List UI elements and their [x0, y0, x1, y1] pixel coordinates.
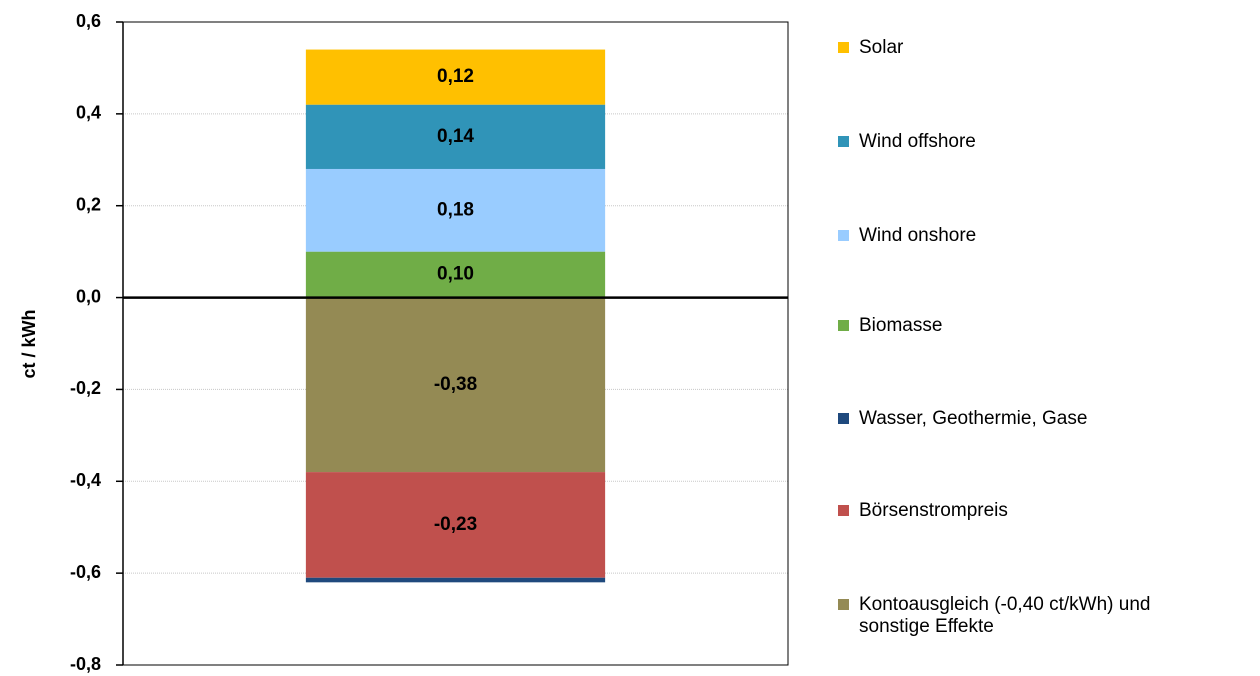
- legend-item: Kontoausgleich (-0,40 ct/kWh) und sonsti…: [838, 594, 1238, 638]
- legend-swatch: [838, 320, 849, 331]
- legend-swatch: [838, 230, 849, 241]
- legend-swatch: [838, 136, 849, 147]
- y-tick-label: 0,4: [76, 103, 101, 123]
- y-tick-label: -0,8: [70, 654, 101, 674]
- y-tick-label: 0,2: [76, 194, 101, 214]
- y-axis-title: ct / kWh: [19, 309, 39, 378]
- bar-segment: [305, 104, 606, 169]
- legend-label: Börsenstrompreis: [859, 500, 1008, 521]
- legend-item: Solar: [838, 37, 1238, 59]
- legend-label: Wind offshore: [859, 131, 976, 152]
- bar-segment: [305, 297, 606, 473]
- legend-item: Börsenstrompreis: [838, 500, 1238, 522]
- legend-swatch: [838, 413, 849, 424]
- bar-segment: [305, 49, 606, 105]
- y-tick-label: 0,0: [76, 286, 101, 306]
- legend-label: Solar: [859, 37, 904, 58]
- y-tick-label: -0,2: [70, 378, 101, 398]
- y-tick-label: -0,6: [70, 562, 101, 582]
- legend-label: Wind onshore: [859, 225, 977, 246]
- value-label: -0,38: [434, 374, 477, 395]
- bar-segment: [305, 472, 606, 578]
- legend-swatch: [838, 599, 849, 610]
- value-label: 0,12: [437, 66, 474, 87]
- y-tick-label: -0,4: [70, 470, 101, 490]
- legend-item: Wind offshore: [838, 131, 1238, 153]
- legend-swatch: [838, 42, 849, 53]
- legend-swatch: [838, 505, 849, 516]
- value-label: 0,18: [437, 199, 474, 220]
- legend-label: Kontoausgleich (-0,40 ct/kWh) und sonsti…: [859, 594, 1151, 637]
- y-tick-label: 0,6: [76, 11, 101, 31]
- value-label: -0,23: [434, 514, 477, 535]
- value-label: 0,10: [437, 264, 474, 285]
- legend-label: Biomasse: [859, 315, 943, 336]
- bar-segment: [305, 577, 606, 583]
- value-label: 0,14: [437, 126, 474, 147]
- legend-item: Wasser, Geothermie, Gase: [838, 408, 1238, 430]
- legend-item: Biomasse: [838, 315, 1238, 337]
- legend-label: Wasser, Geothermie, Gase: [859, 408, 1088, 429]
- legend-item: Wind onshore: [838, 225, 1238, 247]
- bar-segment: [305, 251, 606, 298]
- bar-segment: [305, 168, 606, 252]
